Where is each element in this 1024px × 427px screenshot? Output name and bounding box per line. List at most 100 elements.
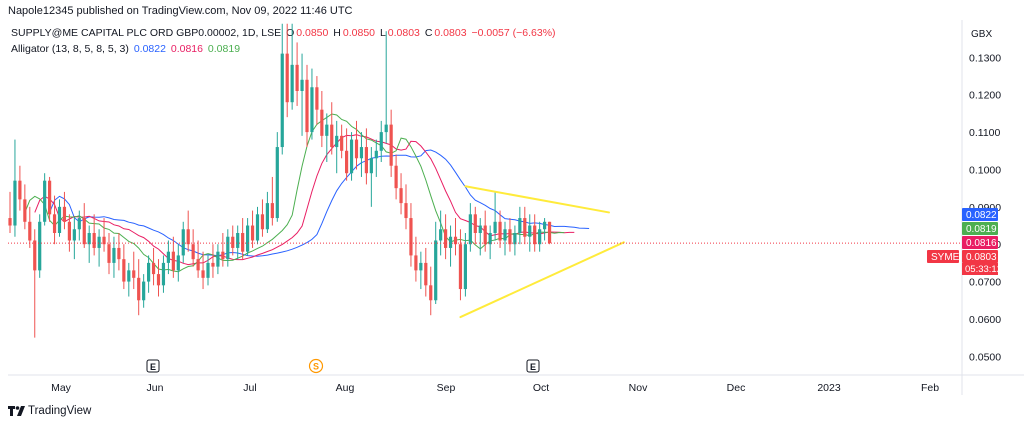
candle-body bbox=[82, 218, 86, 245]
earnings-marker[interactable] bbox=[526, 359, 540, 373]
candle-body bbox=[419, 262, 423, 271]
candle-body bbox=[315, 87, 319, 110]
candle-body bbox=[493, 221, 497, 233]
tradingview-logo-icon bbox=[8, 406, 25, 416]
candle-body bbox=[503, 229, 507, 241]
candle-body bbox=[384, 124, 388, 133]
candle-body bbox=[156, 274, 161, 286]
indicator-name[interactable]: Alligator (13, 8, 5, 8, 5, 3) bbox=[11, 43, 129, 55]
candle-body bbox=[62, 206, 67, 222]
candle-body bbox=[48, 180, 52, 215]
price-badge bbox=[962, 236, 998, 249]
time-axis-label: 2023 bbox=[817, 382, 841, 394]
candle-body bbox=[429, 285, 433, 301]
candle-body bbox=[191, 244, 195, 260]
candle-body bbox=[483, 225, 487, 245]
price-badge bbox=[962, 222, 998, 235]
candle-body bbox=[359, 147, 364, 159]
candle-body bbox=[374, 150, 378, 159]
alligator-jaw-line bbox=[49, 149, 590, 257]
currency-label: GBX bbox=[971, 29, 992, 40]
candle-body bbox=[142, 281, 146, 301]
candle-body bbox=[72, 229, 76, 241]
candle-body bbox=[275, 147, 279, 219]
candle-body bbox=[270, 203, 274, 219]
candle-body bbox=[241, 233, 245, 252]
candle-body bbox=[478, 225, 482, 233]
alligator-lips-line bbox=[24, 113, 565, 273]
candle-body bbox=[399, 188, 403, 204]
candle-body bbox=[523, 218, 527, 237]
candle-body bbox=[52, 214, 57, 233]
price-tick-label: 0.1100 bbox=[969, 127, 1000, 139]
candle-body bbox=[354, 139, 359, 159]
price-tick-label: 0.1300 bbox=[969, 52, 1001, 64]
candle-body bbox=[107, 244, 111, 263]
ticker-tag: SYME bbox=[931, 252, 960, 263]
candle-body bbox=[250, 225, 255, 241]
candle-body bbox=[488, 233, 492, 245]
candle-body bbox=[463, 244, 467, 290]
jaw-value: 0.0822 bbox=[133, 43, 166, 55]
price-badge bbox=[962, 250, 998, 263]
candle-body bbox=[77, 218, 81, 230]
price-badge bbox=[962, 208, 998, 221]
tradingview-brand: TradingView bbox=[28, 405, 92, 417]
candle-body bbox=[92, 233, 96, 248]
candle-body bbox=[23, 199, 27, 222]
indicator-legend: Alligator (13, 8, 5, 8, 5, 3) 0.0822 0.0… bbox=[11, 43, 242, 55]
candle-body bbox=[379, 132, 383, 151]
candle-body bbox=[211, 262, 215, 267]
candle-body bbox=[176, 255, 180, 271]
candle-body bbox=[43, 180, 47, 222]
price-badge-value: 0.0803 bbox=[966, 252, 997, 263]
earnings-marker[interactable] bbox=[146, 359, 160, 373]
candle-body bbox=[122, 259, 126, 282]
candle-body bbox=[458, 244, 463, 290]
candle-body bbox=[246, 225, 250, 252]
candle-body bbox=[216, 251, 220, 267]
countdown-value: 05:33:12 bbox=[965, 264, 1002, 275]
candle-body bbox=[389, 124, 393, 166]
open-label: O bbox=[286, 27, 295, 39]
candle-body bbox=[151, 262, 156, 275]
candle-body bbox=[206, 262, 210, 278]
candle-body bbox=[28, 221, 32, 241]
close-label: C bbox=[424, 27, 433, 39]
candle-body bbox=[97, 236, 101, 248]
symbol-name[interactable]: SUPPLY@ME CAPITAL PLC ORD GBP0.00002, 1D… bbox=[11, 27, 282, 39]
candle-body bbox=[186, 229, 190, 245]
teeth-value: 0.0816 bbox=[170, 43, 203, 55]
time-axis-label: Jun bbox=[147, 382, 164, 394]
candle-body bbox=[345, 150, 349, 174]
candle-body bbox=[335, 135, 339, 148]
candle-body bbox=[260, 214, 265, 230]
candle-body bbox=[434, 240, 438, 301]
close-value: 0.0803 bbox=[434, 27, 467, 39]
candle-body bbox=[330, 124, 334, 148]
candle-body bbox=[473, 214, 477, 233]
open-value: 0.0850 bbox=[296, 27, 329, 39]
trendline-drawing[interactable] bbox=[464, 185, 610, 214]
time-axis-label: Feb bbox=[921, 382, 939, 394]
candle-body bbox=[221, 251, 225, 260]
candle-body bbox=[67, 221, 71, 241]
candle-body bbox=[444, 229, 448, 248]
candle-body bbox=[340, 135, 344, 151]
candle-body bbox=[33, 240, 37, 271]
candle-body bbox=[265, 203, 269, 230]
price-tick-label: 0.0500 bbox=[969, 351, 1001, 363]
price-tick-label: 0.1000 bbox=[969, 164, 1001, 176]
candle-body bbox=[369, 158, 373, 174]
countdown-badge bbox=[962, 263, 998, 275]
split-marker[interactable] bbox=[308, 358, 324, 374]
candle-body bbox=[300, 79, 304, 91]
trendline-drawing[interactable] bbox=[459, 241, 625, 319]
candle-body bbox=[161, 262, 166, 286]
candle-body bbox=[528, 225, 532, 237]
candle-body bbox=[508, 229, 512, 245]
candle-body bbox=[498, 221, 502, 241]
time-axis-label: Dec bbox=[727, 382, 746, 394]
candle-body bbox=[349, 139, 354, 174]
